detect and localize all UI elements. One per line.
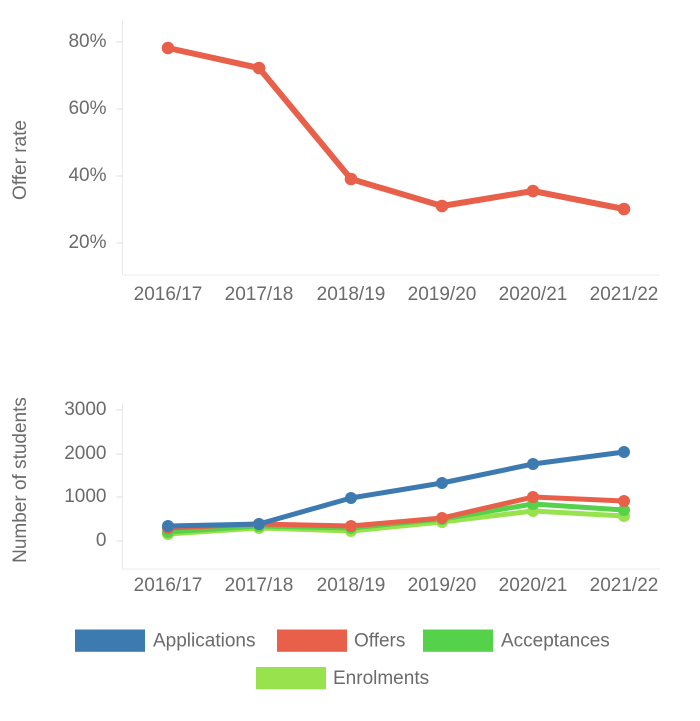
svg-text:1000: 1000 (64, 486, 106, 507)
svg-text:40%: 40% (68, 165, 106, 186)
svg-text:2016/17: 2016/17 (134, 575, 203, 596)
svg-text:Enrolments: Enrolments (333, 668, 429, 689)
svg-text:2020/21: 2020/21 (499, 284, 568, 305)
svg-text:2016/17: 2016/17 (134, 284, 203, 305)
svg-text:Offers: Offers (354, 631, 405, 652)
svg-text:60%: 60% (68, 98, 106, 119)
svg-text:80%: 80% (68, 31, 106, 52)
svg-text:2019/20: 2019/20 (408, 284, 477, 305)
svg-text:2000: 2000 (64, 443, 106, 464)
svg-text:2018/19: 2018/19 (317, 284, 386, 305)
svg-text:Applications: Applications (153, 631, 255, 652)
svg-text:2017/18: 2017/18 (225, 284, 294, 305)
svg-text:Number of students: Number of students (10, 397, 31, 563)
svg-text:3000: 3000 (64, 399, 106, 420)
svg-text:2018/19: 2018/19 (317, 575, 386, 596)
svg-text:Offer rate: Offer rate (10, 120, 31, 200)
svg-text:Acceptances: Acceptances (501, 631, 610, 652)
svg-text:2019/20: 2019/20 (408, 575, 477, 596)
svg-text:20%: 20% (68, 232, 106, 253)
svg-text:2017/18: 2017/18 (225, 575, 294, 596)
svg-text:2021/22: 2021/22 (590, 284, 659, 305)
svg-text:0: 0 (96, 530, 107, 551)
svg-text:2020/21: 2020/21 (499, 575, 568, 596)
svg-text:2021/22: 2021/22 (590, 575, 659, 596)
